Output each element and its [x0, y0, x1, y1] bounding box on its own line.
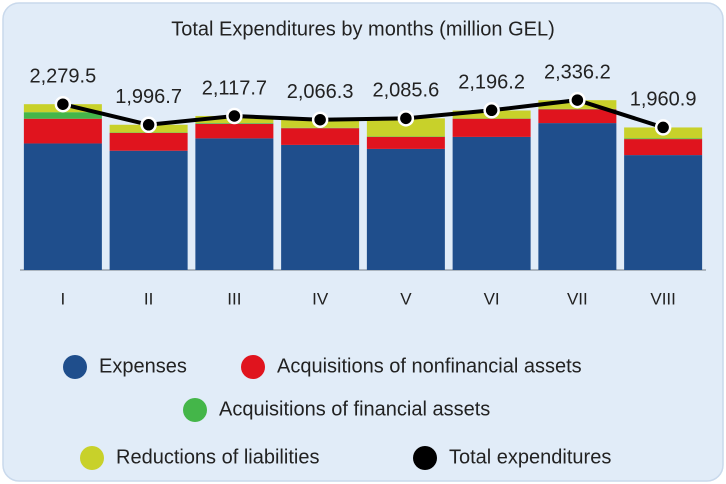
total-point — [226, 107, 243, 125]
total-point — [569, 91, 586, 109]
bar-segment — [538, 109, 617, 124]
legend-label: Expenses — [99, 355, 187, 377]
total-line — [62, 98, 664, 130]
total-point — [397, 110, 415, 127]
total-point — [311, 111, 329, 128]
bar-segment — [195, 123, 274, 139]
data-label: 2,279.5 — [30, 65, 97, 87]
legend-marker — [241, 355, 265, 379]
data-label: 2,196.2 — [458, 72, 525, 94]
data-label: 1,996.7 — [115, 86, 182, 108]
x-tick-label: IV — [312, 289, 329, 308]
x-tick-label: VI — [484, 289, 500, 308]
legend-marker — [63, 355, 87, 379]
bar-segment — [624, 155, 703, 270]
x-tick-label: I — [61, 289, 66, 308]
x-tick-label: VIII — [650, 289, 676, 308]
bar-segment — [281, 128, 360, 145]
total-point — [54, 95, 72, 113]
data-label: 2,085.6 — [373, 80, 440, 102]
total-point — [654, 119, 672, 136]
legend-marker — [80, 446, 104, 470]
data-label: 2,117.7 — [202, 77, 267, 99]
legend-label: Acquisitions of nonfinancial assets — [277, 355, 582, 377]
data-label: 2,066.3 — [287, 81, 354, 103]
legend-label: Acquisitions of financial assets — [219, 398, 490, 420]
total-point — [140, 116, 157, 134]
bar-segment — [366, 148, 445, 270]
bar-segment — [23, 112, 102, 119]
bar-segment — [624, 138, 703, 140]
x-tick-label: II — [144, 289, 153, 308]
bar-segment — [281, 144, 360, 270]
x-tick-label: VII — [567, 289, 588, 308]
x-tick-label: III — [227, 289, 241, 308]
x-tick-label: V — [400, 289, 412, 308]
data-label: 1,960.9 — [630, 89, 697, 111]
bar-segment — [452, 118, 531, 137]
bar-segment — [23, 143, 102, 270]
data-label: 2,336.2 — [544, 61, 611, 83]
legend-marker — [183, 398, 207, 422]
legend-marker — [413, 446, 437, 470]
bar-segment — [366, 136, 445, 149]
bar-segment — [109, 150, 188, 270]
bar-segment — [538, 123, 617, 270]
bar-segment — [452, 136, 531, 270]
bar-segment — [109, 132, 188, 151]
total-point — [483, 102, 500, 119]
bar-segment — [195, 138, 274, 270]
bar-segment — [366, 118, 445, 137]
bar-segment — [23, 118, 102, 144]
chart-title: Total Expenditures by months (million GE… — [171, 18, 555, 40]
bar-segment — [624, 139, 703, 156]
legend-label: Total expenditures — [449, 446, 611, 468]
legend-label: Reductions of liabilities — [116, 446, 319, 468]
